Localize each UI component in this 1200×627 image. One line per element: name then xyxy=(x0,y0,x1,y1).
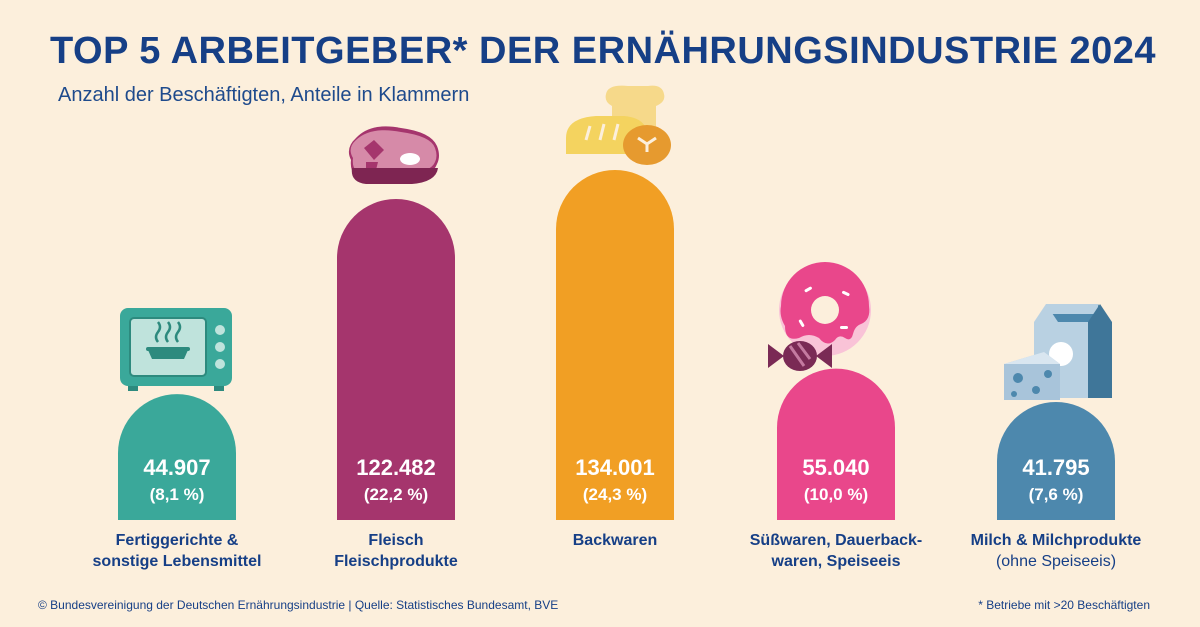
share-label: (10,0 %) xyxy=(804,485,868,504)
sweets-icon xyxy=(768,262,871,371)
category-label: Fleischprodukte xyxy=(334,553,458,570)
oven-icon xyxy=(120,308,232,391)
category-label: waren, Speiseeis xyxy=(771,553,901,570)
value-label: 122.482 xyxy=(356,455,436,480)
value-label: 41.795 xyxy=(1022,455,1089,480)
category-label: Backwaren xyxy=(573,532,658,549)
icons-group xyxy=(120,85,1112,400)
source-note: © Bundesvereinigung der Deutschen Ernähr… xyxy=(38,598,559,612)
bar xyxy=(556,170,674,520)
share-label: (8,1 %) xyxy=(150,485,205,504)
category-label: Süßwaren, Dauerback- xyxy=(750,532,923,549)
value-label: 44.907 xyxy=(143,455,210,480)
chart-subtitle: Anzahl der Beschäftigten, Anteile in Kla… xyxy=(58,84,470,106)
bread-icon xyxy=(566,85,671,165)
category-label: Milch & Milchprodukte xyxy=(971,532,1142,549)
bar xyxy=(777,368,895,520)
category-label: sonstige Lebensmittel xyxy=(93,553,262,570)
category-label: Fertiggerichte & xyxy=(116,532,239,549)
dairy-icon xyxy=(1004,304,1112,400)
steak-icon xyxy=(348,126,439,184)
share-label: (7,6 %) xyxy=(1029,485,1084,504)
bar xyxy=(337,198,455,520)
chart-title: TOP 5 ARBEITGEBER* DER ERNÄHRUNGSINDUSTR… xyxy=(50,30,1157,72)
share-label: (22,2 %) xyxy=(364,485,428,504)
bars-group: 44.907 (8,1 %) Fertiggerichte & sonstige Le… xyxy=(93,170,1142,570)
value-label: 55.040 xyxy=(802,455,869,480)
category-label: (ohne Speiseeis) xyxy=(996,553,1116,570)
value-label: 134.001 xyxy=(575,455,655,480)
footnote: * Betriebe mit >20 Beschäftigten xyxy=(978,598,1150,612)
category-label: Fleisch xyxy=(368,532,423,549)
share-label: (24,3 %) xyxy=(583,485,647,504)
bar xyxy=(118,394,236,520)
bar xyxy=(997,402,1115,520)
